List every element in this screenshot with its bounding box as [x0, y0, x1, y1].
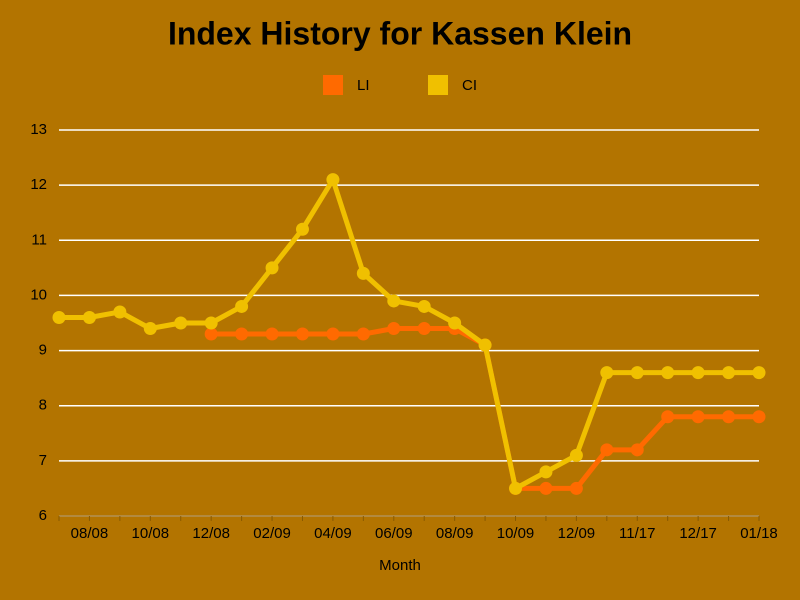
data-point [509, 481, 523, 495]
y-tick-label: 7 [39, 452, 47, 469]
x-tick-label: 12/08 [192, 525, 230, 542]
x-tick-label: 01/18 [740, 525, 778, 542]
x-tick-label: 10/08 [132, 525, 170, 542]
x-tick-label: 12/09 [558, 525, 596, 542]
y-tick-label: 6 [39, 507, 47, 524]
data-point [600, 443, 614, 457]
legend-swatch [428, 75, 448, 95]
data-point [630, 443, 644, 457]
data-point [265, 261, 279, 275]
data-point [417, 299, 431, 313]
data-point [722, 366, 736, 380]
legend-swatch [323, 75, 343, 95]
data-point [204, 327, 218, 341]
data-point [387, 294, 401, 308]
data-point [52, 310, 66, 324]
x-tick-label: 12/17 [679, 525, 717, 542]
data-point [752, 410, 766, 424]
data-point [295, 327, 309, 341]
data-point [295, 222, 309, 236]
data-point [356, 327, 370, 341]
data-point [82, 310, 96, 324]
x-tick-label: 08/09 [436, 525, 474, 542]
data-point [691, 410, 705, 424]
data-point [630, 366, 644, 380]
data-point [113, 305, 127, 319]
legend-label: LI [357, 77, 370, 94]
y-tick-label: 9 [39, 342, 47, 359]
data-point [356, 266, 370, 280]
x-tick-label: 11/17 [619, 525, 655, 542]
data-point [417, 322, 431, 336]
data-point [204, 316, 218, 330]
x-tick-label: 06/09 [375, 525, 413, 542]
data-point [326, 327, 340, 341]
data-point [691, 366, 705, 380]
data-point [478, 338, 492, 352]
data-point [722, 410, 736, 424]
x-tick-label: 10/09 [497, 525, 535, 542]
data-point [569, 448, 583, 462]
legend-label: CI [462, 77, 477, 94]
data-point [174, 316, 188, 330]
y-tick-label: 8 [39, 397, 47, 414]
data-point [326, 173, 340, 187]
y-tick-label: 10 [30, 286, 47, 303]
data-point [143, 322, 157, 336]
data-point [235, 299, 249, 313]
data-point [661, 366, 675, 380]
x-tick-label: 02/09 [253, 525, 291, 542]
x-tick-label: 04/09 [314, 525, 352, 542]
y-tick-label: 13 [30, 121, 47, 138]
data-point [539, 481, 553, 495]
data-point [387, 322, 401, 336]
data-point [539, 465, 553, 479]
y-tick-label: 11 [31, 231, 47, 248]
chart-title: Index History for Kassen Klein [168, 15, 632, 51]
data-point [569, 481, 583, 495]
data-point [265, 327, 279, 341]
data-point [752, 366, 766, 380]
x-axis-label: Month [379, 557, 421, 574]
data-point [661, 410, 675, 424]
y-tick-label: 12 [30, 176, 47, 193]
x-tick-label: 08/08 [71, 525, 109, 542]
data-point [600, 366, 614, 380]
data-point [448, 316, 462, 330]
data-point [235, 327, 249, 341]
